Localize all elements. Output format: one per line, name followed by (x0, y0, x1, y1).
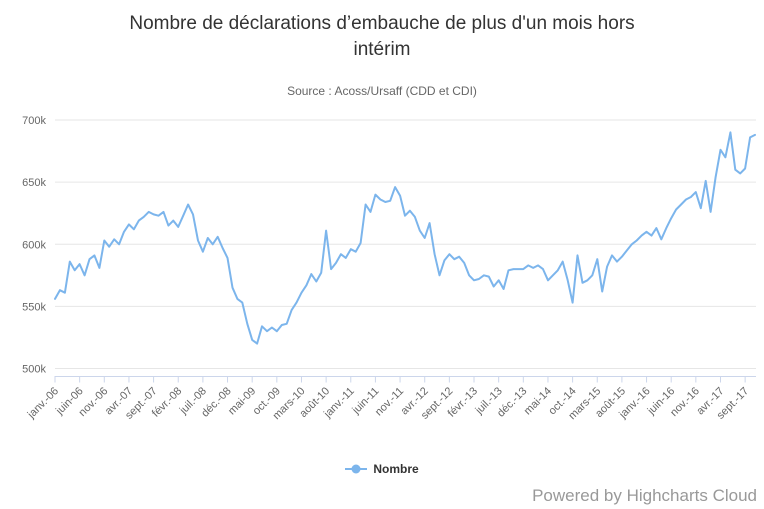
x-axis-tick-labels: janv.-06juin-06nov.-06avr.-07sept.-07fév… (25, 385, 751, 422)
chart-title: Nombre de déclarations d’embauche de plu… (129, 13, 635, 60)
x-axis (54, 376, 756, 383)
legend-label: Nombre (373, 462, 419, 476)
y-axis-labels: 500k 550k 600k 650k 700k (22, 115, 46, 376)
chart-subtitle: Source : Acoss/Ursaff (CDD et CDI) (287, 84, 477, 98)
svg-text:700k: 700k (22, 115, 46, 127)
legend-item-nombre[interactable]: Nombre (0, 462, 764, 476)
legend-marker-icon (345, 463, 368, 475)
series-nombre-line[interactable] (54, 131, 756, 345)
svg-text:600k: 600k (22, 239, 46, 251)
legend-marker-dot (351, 464, 361, 474)
svg-text:500k: 500k (22, 364, 46, 376)
svg-text:650k: 650k (22, 177, 46, 189)
svg-text:550k: 550k (22, 301, 46, 313)
svg-text:janv.-06: janv.-06 (25, 385, 61, 421)
y-gridlines (55, 119, 756, 369)
powered-by-credit[interactable]: Powered by Highcharts Cloud (532, 486, 757, 505)
